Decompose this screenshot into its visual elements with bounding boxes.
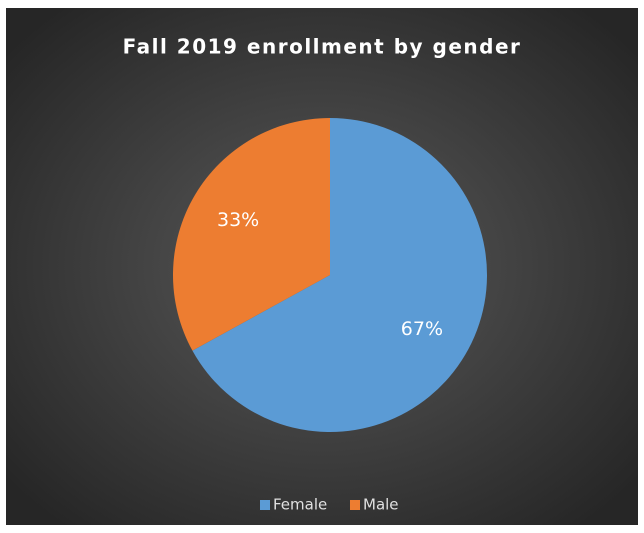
legend-swatch <box>260 500 270 510</box>
data-label: 67% <box>401 318 443 340</box>
legend-label: Female <box>273 496 327 514</box>
chart-title: Fall 2019 enrollment by gender <box>123 35 522 59</box>
pie-slice <box>192 118 488 432</box>
legend-swatch <box>350 500 360 510</box>
data-label: 33% <box>217 209 259 231</box>
pie-slice <box>173 118 330 351</box>
legend-label: Male <box>363 496 399 514</box>
